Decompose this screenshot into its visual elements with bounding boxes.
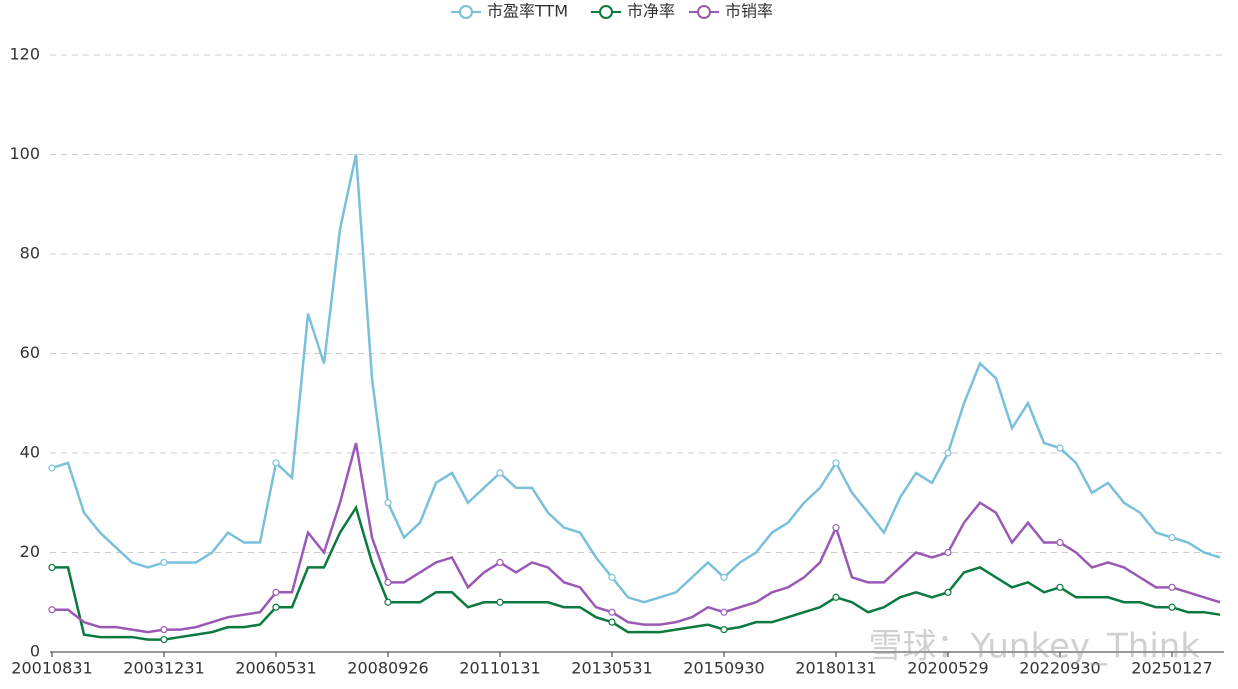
point-marker: [1168, 533, 1176, 542]
y-tick-label: 120: [9, 45, 40, 64]
series-line: [52, 504, 1221, 641]
y-tick-label: 100: [9, 144, 40, 163]
point-marker: [384, 578, 392, 586]
y-tick-label: 60: [20, 343, 40, 362]
point-marker: [720, 608, 728, 616]
point-marker: [48, 606, 56, 614]
legend-label: 市净率: [627, 2, 675, 21]
legend-marker: [599, 5, 613, 19]
point-marker: [160, 558, 168, 567]
point-marker: [48, 563, 56, 572]
point-marker: [832, 593, 840, 601]
x-tick-label: 20130531: [571, 659, 652, 678]
point-marker: [160, 635, 168, 644]
point-marker: [944, 548, 952, 557]
point-marker: [384, 499, 392, 507]
point-marker: [496, 558, 504, 567]
series-line: [51, 154, 1221, 604]
x-tick-label: 20180131: [795, 659, 876, 678]
legend-marker: [459, 5, 473, 19]
x-tick-label: 20010831: [11, 659, 92, 678]
point-marker: [1056, 583, 1064, 591]
x-tick-label: 20110131: [459, 659, 540, 678]
x-tick-label: 20150930: [683, 659, 764, 678]
series-line: [52, 442, 1221, 634]
watermark: 雪球：Yunkey_Think: [869, 627, 1201, 667]
point-marker: [720, 626, 728, 634]
point-marker: [1168, 583, 1176, 591]
point-marker: [832, 524, 840, 532]
point-marker: [160, 626, 168, 634]
point-marker: [1168, 603, 1176, 611]
legend-label: 市盈率TTM: [487, 2, 568, 21]
point-marker: [272, 588, 280, 596]
point-marker: [608, 608, 616, 616]
point-marker: [496, 469, 504, 477]
y-tick-label: 80: [20, 244, 40, 263]
point-marker: [1056, 538, 1064, 547]
x-tick-label: 20200529: [907, 659, 988, 678]
point-marker: [608, 573, 616, 581]
x-tick-label: 20031231: [123, 659, 204, 678]
point-marker: [720, 573, 728, 581]
point-marker: [1056, 444, 1064, 452]
point-marker: [608, 618, 616, 626]
x-tick-label: 20060531: [235, 659, 316, 678]
y-tick-label: 40: [20, 443, 40, 462]
legend-marker: [697, 5, 711, 19]
point-marker: [944, 588, 952, 596]
y-tick-label: 20: [20, 542, 40, 561]
legend-label: 市销率: [725, 2, 773, 21]
point-marker: [48, 464, 56, 472]
point-marker: [944, 449, 952, 457]
y-tick-label: 0: [30, 642, 40, 661]
point-marker: [384, 598, 392, 606]
point-marker: [496, 598, 504, 606]
x-tick-label: 20080926: [347, 659, 428, 678]
point-marker: [272, 603, 280, 611]
point-marker: [272, 459, 280, 467]
point-marker: [832, 459, 840, 467]
x-tick-label: 20250127: [1131, 659, 1212, 678]
x-tick-label: 20220930: [1019, 659, 1100, 678]
